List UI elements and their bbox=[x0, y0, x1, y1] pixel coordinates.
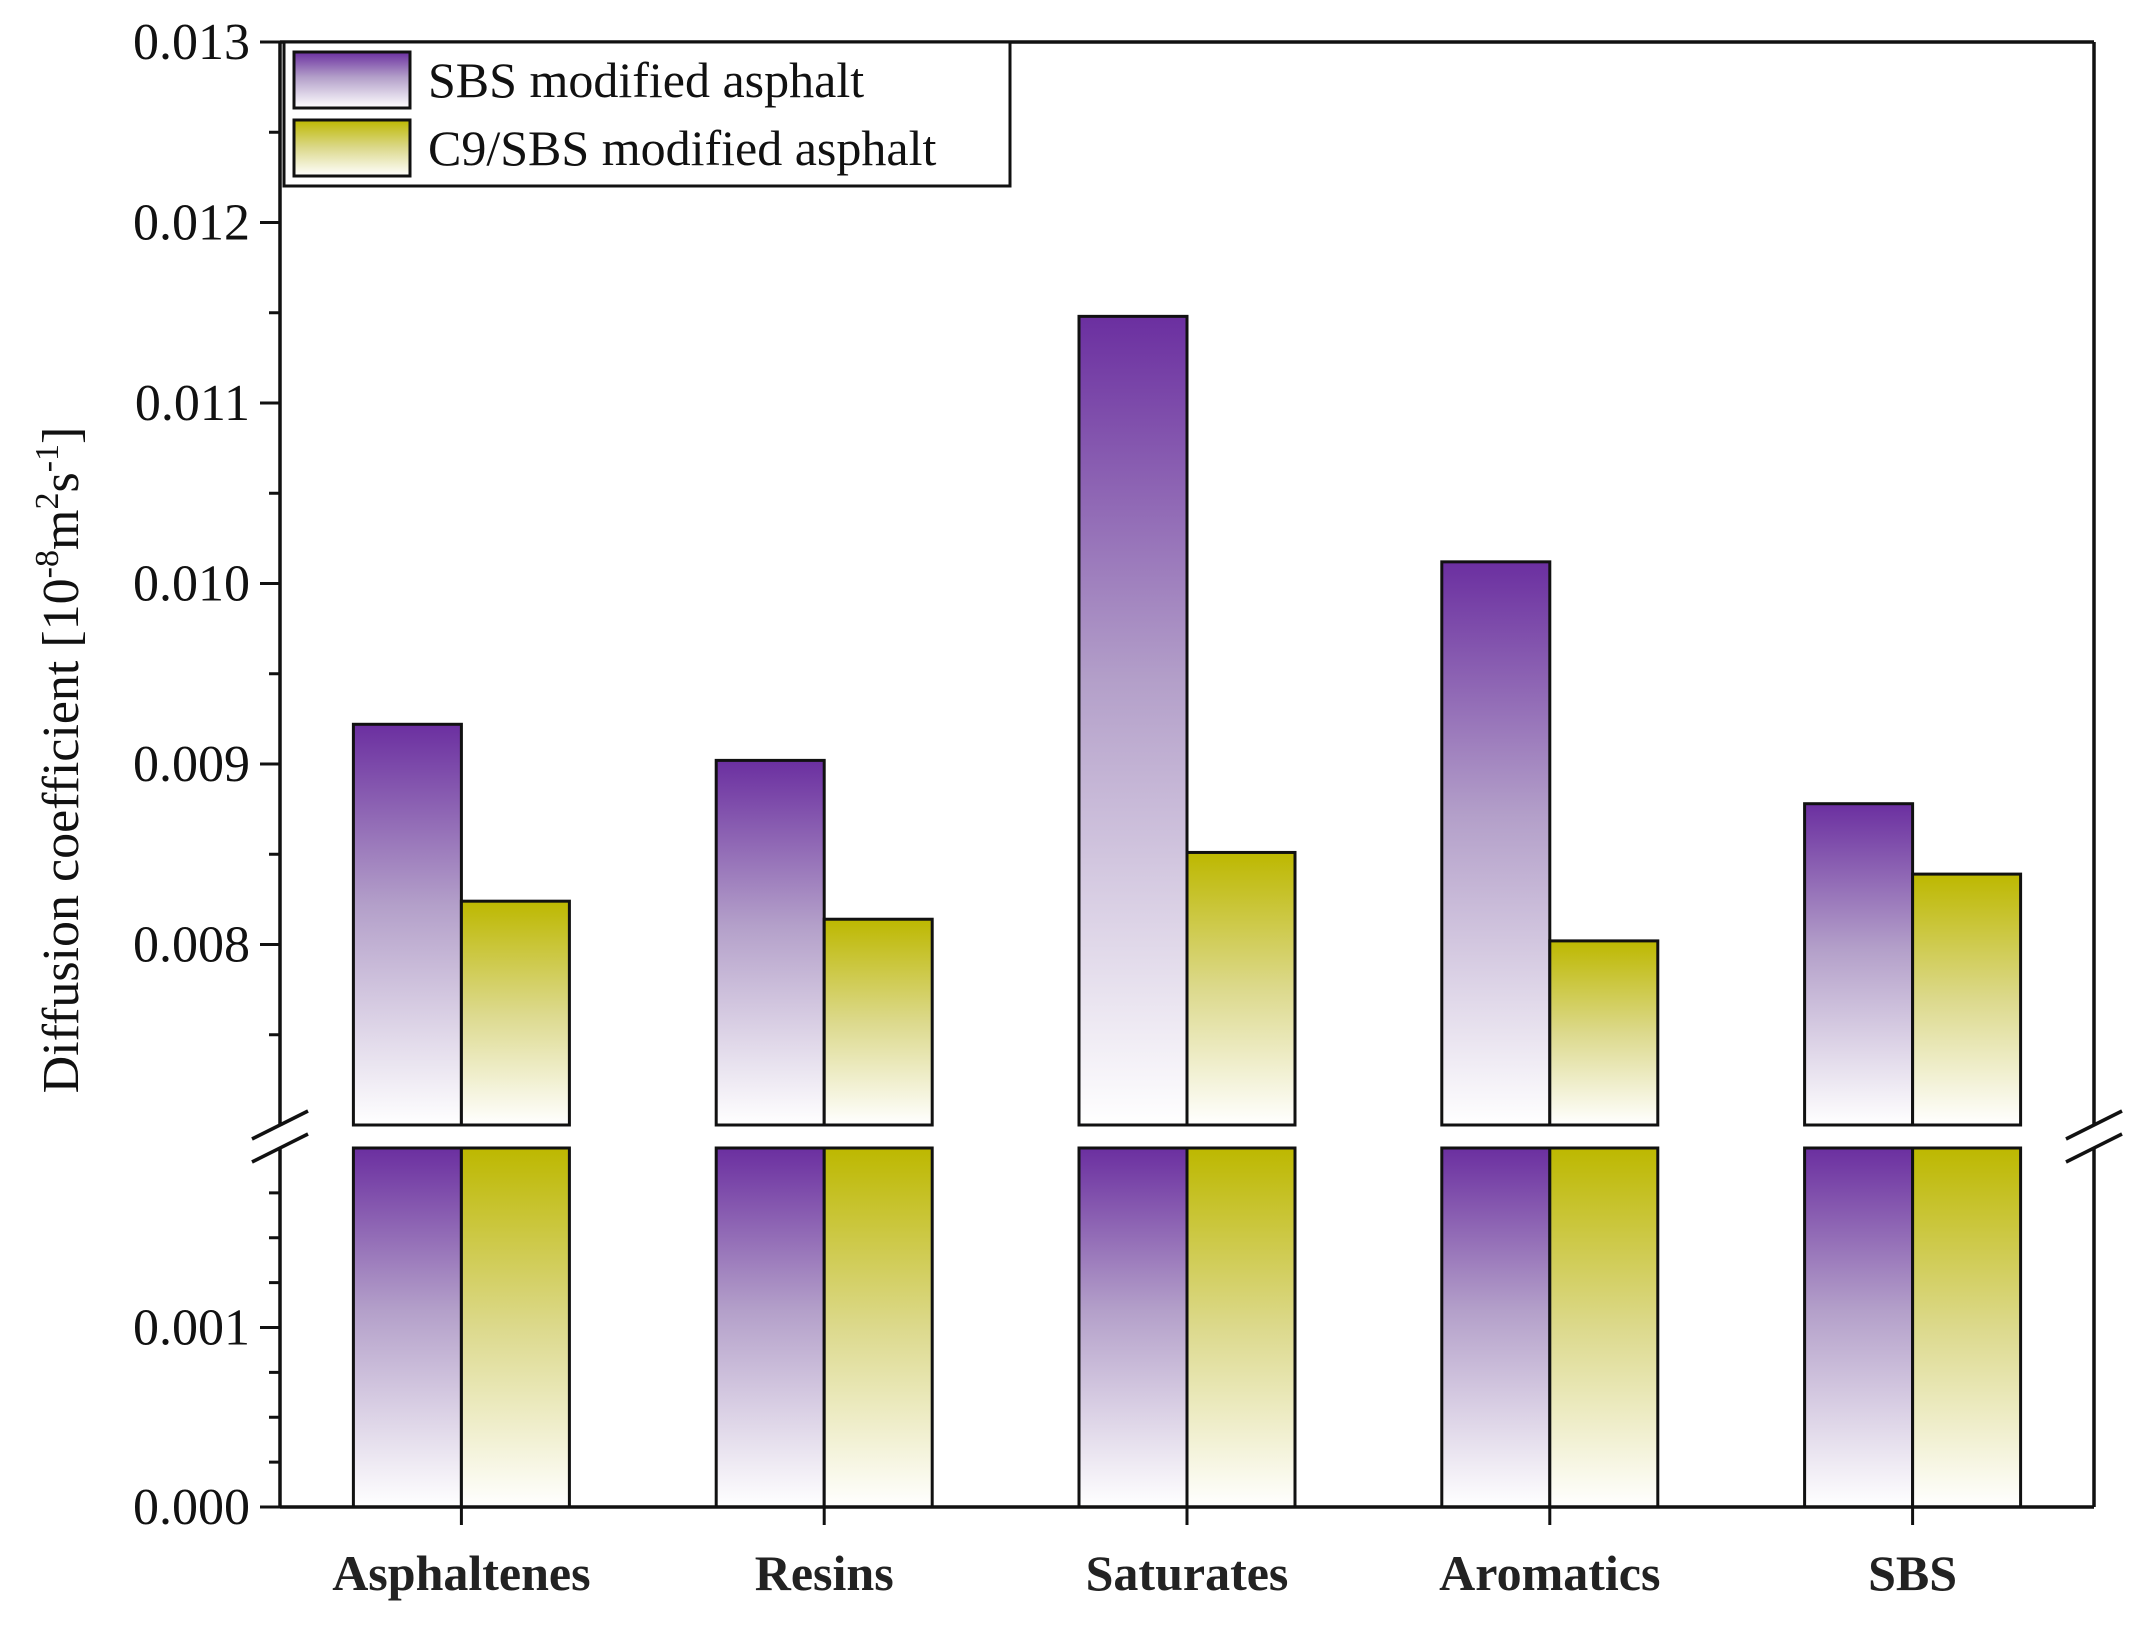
bar-asphaltenes-c9sbs-lower bbox=[459, 1146, 571, 1509]
bar-aromatics-sbs-lower bbox=[1440, 1146, 1552, 1509]
legend: SBS modified asphalt C9/SBS modified asp… bbox=[282, 40, 1012, 188]
y-tick-label-0.001: 0.001 bbox=[133, 1300, 250, 1357]
legend-swatch-c9sbs bbox=[292, 118, 412, 178]
bar-asphaltenes-c9sbs bbox=[459, 899, 571, 1127]
bar-aromatics-c9sbs bbox=[1548, 939, 1660, 1127]
bar-asphaltenes-sbs-lower bbox=[351, 1146, 463, 1509]
category-label-aromatics: Aromatics bbox=[1439, 1545, 1660, 1601]
bar-resins-c9sbs-lower bbox=[822, 1146, 934, 1509]
bar-resins-sbs bbox=[714, 758, 826, 1127]
bar-asphaltenes-sbs bbox=[351, 722, 463, 1127]
y-tick-label-0.011: 0.011 bbox=[135, 375, 250, 432]
axis-break-left-1 bbox=[251, 1109, 309, 1141]
bar-sbs-c9sbs-lower bbox=[1911, 1146, 2023, 1509]
bar-sbs-sbs bbox=[1803, 802, 1915, 1127]
ticks-layer: 0.008 0.009 0.010 0.011 0.012 0.013 0.000 0.001 bbox=[133, 14, 1915, 1536]
legend-label-c9sbs: C9/SBS modified asphalt bbox=[428, 120, 936, 176]
y-tick-label-0.013: 0.013 bbox=[133, 14, 250, 71]
legend-swatch-sbs bbox=[292, 50, 412, 110]
bar-sbs-c9sbs bbox=[1911, 872, 2023, 1127]
axis-break-right-2 bbox=[2065, 1132, 2123, 1164]
y-tick-label-0.012: 0.012 bbox=[133, 195, 250, 252]
legend-label-sbs: SBS modified asphalt bbox=[428, 52, 864, 108]
bar-saturates-sbs bbox=[1077, 314, 1189, 1127]
axis-break-left-2 bbox=[251, 1132, 309, 1164]
bars-layer bbox=[351, 314, 2023, 1509]
y-tick-label-0.010: 0.010 bbox=[133, 556, 250, 613]
category-labels: Asphaltenes Resins Saturates Aromatics SBS bbox=[332, 1545, 1957, 1601]
y-tick-label-0.009: 0.009 bbox=[133, 736, 250, 793]
bar-sbs-sbs-lower bbox=[1803, 1146, 1915, 1509]
y-tick-label-0.008: 0.008 bbox=[133, 917, 250, 974]
bar-saturates-sbs-lower bbox=[1077, 1146, 1189, 1509]
bar-aromatics-c9sbs-lower bbox=[1548, 1146, 1660, 1509]
bar-resins-c9sbs bbox=[822, 917, 934, 1127]
bar-resins-sbs-lower bbox=[714, 1146, 826, 1509]
bar-saturates-c9sbs-lower bbox=[1185, 1146, 1297, 1509]
category-label-asphaltenes: Asphaltenes bbox=[332, 1545, 590, 1601]
bar-aromatics-sbs bbox=[1440, 560, 1552, 1127]
y-tick-label-0.000: 0.000 bbox=[133, 1479, 250, 1536]
y-axis-title: Diffusion coefficient [10-8m2s-1] bbox=[29, 427, 90, 1094]
category-label-resins: Resins bbox=[755, 1545, 894, 1601]
category-label-saturates: Saturates bbox=[1086, 1545, 1289, 1601]
bar-saturates-c9sbs bbox=[1185, 850, 1297, 1127]
axis-break-right-1 bbox=[2065, 1109, 2123, 1141]
category-label-sbs: SBS bbox=[1868, 1545, 1957, 1601]
